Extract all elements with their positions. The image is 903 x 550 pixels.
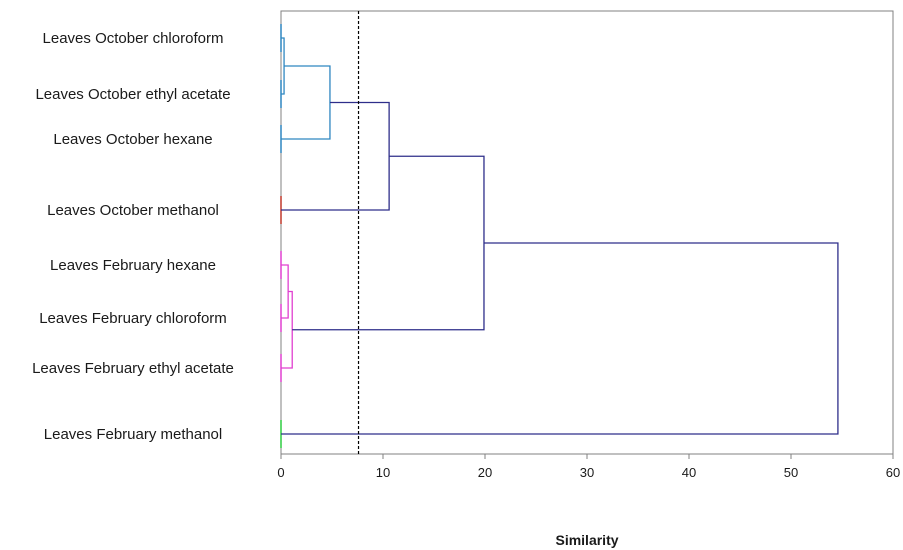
leaf-label: Leaves October chloroform [43,30,224,47]
x-tick-label: 0 [277,465,284,480]
dendrogram-link [292,155,485,331]
x-axis-title: Similarity [555,532,618,548]
x-tick-label: 60 [886,465,900,480]
leaf-label: Leaves February ethyl acetate [32,360,234,377]
dendrogram-link [281,101,390,211]
dendrogram-link [281,264,289,319]
leaf-label: Leaves October methanol [47,202,219,219]
leaf-label: Leaves February methanol [44,426,222,443]
leaf-labels: Leaves October chloroform Leaves October … [32,30,234,443]
dendrogram-link [281,242,839,435]
x-tick-label: 20 [478,465,492,480]
leaf-label: Leaves October ethyl acetate [35,86,230,103]
x-tick-label: 40 [682,465,696,480]
leaf-label: Leaves February chloroform [39,310,227,327]
plot-area-frame [280,10,894,455]
x-tick-label: 10 [376,465,390,480]
leaf-label: Leaves February hexane [50,257,216,274]
x-tick-label: 50 [784,465,798,480]
x-axis: 0 10 20 30 40 50 60 [277,454,900,480]
dendrogram-branches [280,24,839,448]
dendrogram-link [281,65,331,140]
x-tick-label: 30 [580,465,594,480]
leaf-label: Leaves October hexane [53,131,212,148]
dendrogram-link [281,290,293,369]
